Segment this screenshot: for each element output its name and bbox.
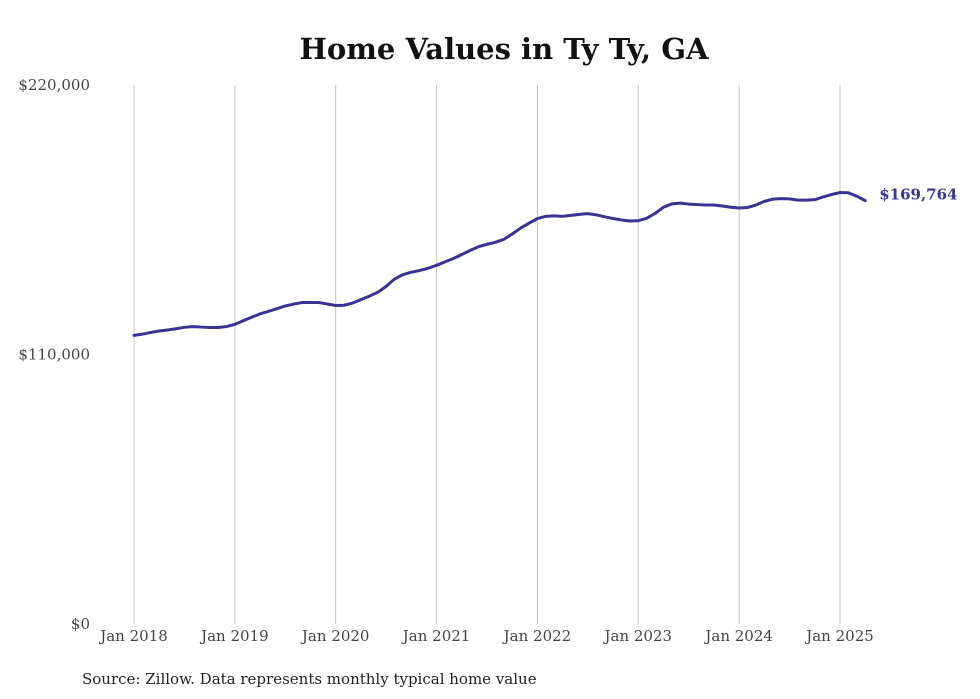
y-axis: $220,000 $110,000 $0 — [18, 76, 90, 633]
x-tick-label: Jan 2022 — [502, 627, 572, 645]
x-tick-label: Jan 2021 — [401, 627, 471, 645]
x-tick-label: Jan 2023 — [603, 627, 673, 645]
y-tick-label: $0 — [71, 615, 90, 633]
x-tick-label: Jan 2020 — [300, 627, 370, 645]
x-tick-label: Jan 2018 — [98, 627, 168, 645]
y-tick-label: $220,000 — [18, 76, 90, 94]
plot-area: $169,764 — [132, 186, 957, 337]
x-tick-label: Jan 2019 — [199, 627, 269, 645]
x-axis: Jan 2018 Jan 2019 Jan 2020 Jan 2021 Jan 2022… — [98, 627, 874, 645]
end-value-label: $169,764 — [879, 186, 957, 204]
series-line-0 — [132, 191, 867, 337]
y-tick-label: $110,000 — [18, 346, 90, 364]
x-tick-label: Jan 2025 — [804, 627, 874, 645]
source-note: Source: Zillow. Data represents monthly … — [82, 670, 537, 688]
chart-title: Home Values in Ty Ty, GA — [299, 32, 709, 66]
grid-lines — [133, 85, 841, 624]
x-tick-label: Jan 2024 — [703, 627, 773, 645]
